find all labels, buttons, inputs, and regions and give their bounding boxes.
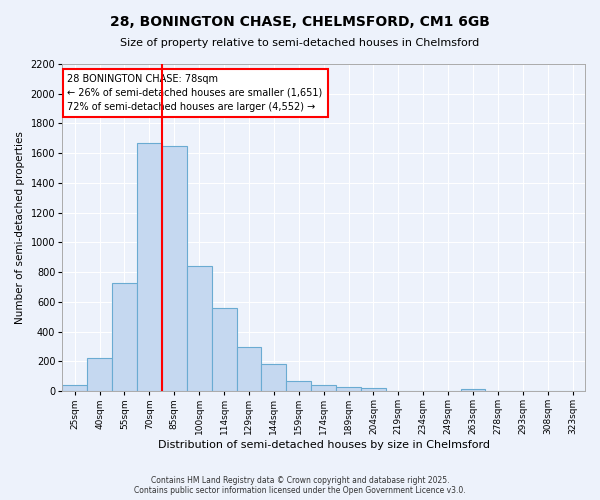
Bar xyxy=(286,380,311,391)
Text: 28 BONINGTON CHASE: 78sqm
← 26% of semi-detached houses are smaller (1,651)
72% : 28 BONINGTON CHASE: 78sqm ← 26% of semi-… xyxy=(67,74,323,112)
Bar xyxy=(262,364,286,391)
Text: 28, BONINGTON CHASE, CHELMSFORD, CM1 6GB: 28, BONINGTON CHASE, CHELMSFORD, CM1 6GB xyxy=(110,15,490,29)
Bar xyxy=(62,385,87,391)
Text: Contains HM Land Registry data © Crown copyright and database right 2025.
Contai: Contains HM Land Registry data © Crown c… xyxy=(134,476,466,495)
Bar xyxy=(311,385,336,391)
Bar xyxy=(236,348,262,391)
Y-axis label: Number of semi-detached properties: Number of semi-detached properties xyxy=(15,131,25,324)
Bar xyxy=(162,146,187,391)
Bar xyxy=(87,358,112,391)
Bar xyxy=(361,388,386,391)
Bar xyxy=(212,308,236,391)
Bar xyxy=(461,389,485,391)
Bar xyxy=(137,143,162,391)
Bar xyxy=(187,266,212,391)
X-axis label: Distribution of semi-detached houses by size in Chelmsford: Distribution of semi-detached houses by … xyxy=(158,440,490,450)
Text: Size of property relative to semi-detached houses in Chelmsford: Size of property relative to semi-detach… xyxy=(121,38,479,48)
Bar xyxy=(336,386,361,391)
Bar xyxy=(112,282,137,391)
